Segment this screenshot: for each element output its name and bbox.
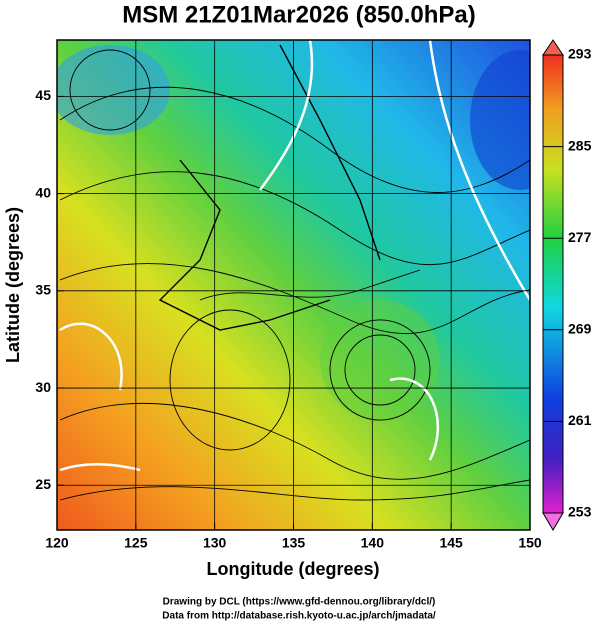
colorbar-tick-label: 269 [568,321,592,337]
y-tick-label: 25 [35,476,51,492]
colorbar-tick-label: 277 [568,229,592,245]
colorbar-under [542,512,564,531]
y-tick-label: 45 [35,87,51,103]
x-tick-label: 125 [124,535,148,551]
colorbar [542,54,564,514]
x-tick-label: 145 [439,535,463,551]
colorbar-tick-label: 293 [568,46,592,62]
credit: Drawing by DCL (https://www.gfd-dennou.o… [163,597,436,608]
colorbar-tick-label: 285 [568,137,592,153]
title: MSM 21Z01Mar2026 (850.0hPa) [122,1,476,28]
contours [59,40,530,472]
y-tick-label: 40 [35,184,51,200]
colorbar-tick-label: 261 [568,412,592,428]
colorbar-tick-label: 253 [568,504,592,520]
streamlines [59,44,530,501]
credit: Data from http://database.rish.kyoto-u.a… [162,611,436,622]
x-tick-label: 120 [45,535,69,551]
y-tick-label: 30 [35,379,51,395]
x-tick-label: 150 [518,535,542,551]
x-tick-label: 135 [282,535,306,551]
x-axis-label: Longitude (degrees) [206,559,379,579]
colorbar-over [542,39,564,56]
x-tick-label: 140 [361,535,385,551]
y-tick-label: 35 [35,282,51,298]
temperature-field [57,40,530,530]
x-tick-label: 130 [203,535,227,551]
y-axis-label: Latitude (degrees) [3,207,23,363]
